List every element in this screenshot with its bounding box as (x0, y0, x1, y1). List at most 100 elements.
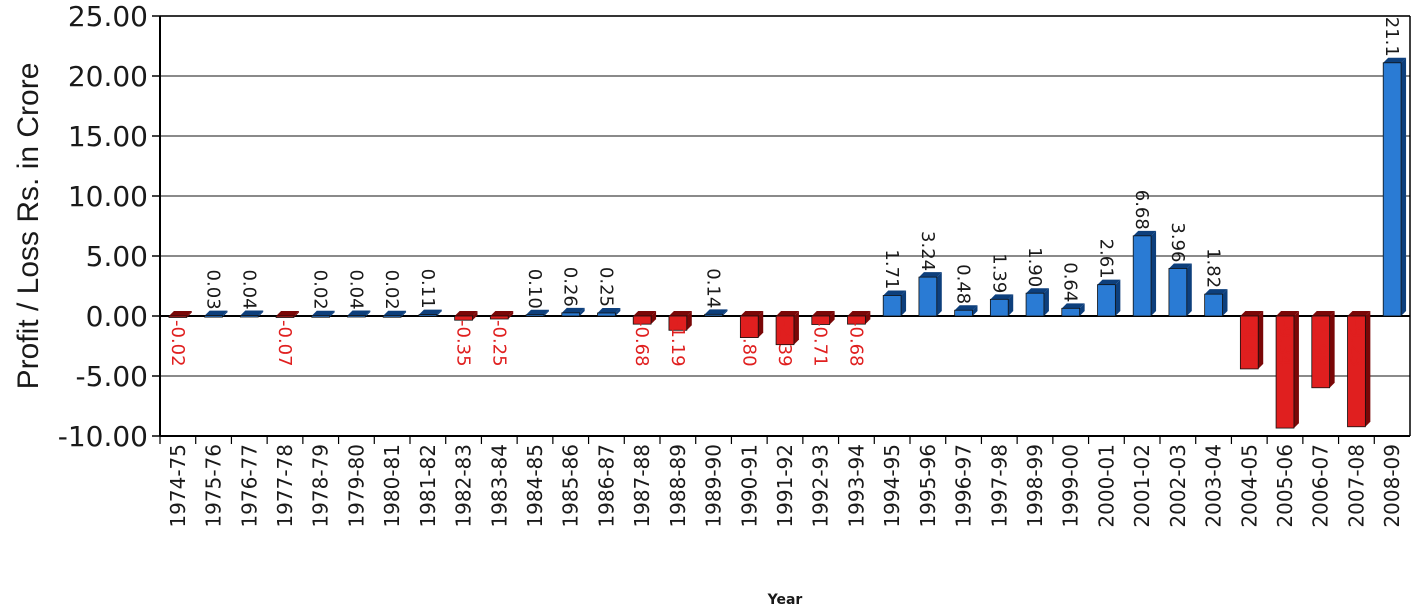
data-label: -1.80 (738, 320, 759, 367)
y-tick-labels: -10.00 -5.00 0.00 5.00 10.00 15.00 20.00 25.00 (58, 0, 148, 453)
x-tick-label: 1983-84 (487, 444, 511, 528)
bar-side (329, 310, 335, 318)
bar-side (579, 307, 585, 316)
bar-top (311, 310, 335, 316)
bar-top (1204, 289, 1228, 295)
x-tick-label: 2004-05 (1237, 444, 1261, 528)
bar-side (901, 290, 907, 316)
data-label: 1.39 (988, 253, 1009, 293)
x-tick-label: 2008-09 (1380, 444, 1404, 528)
data-label: 0.26 (560, 267, 581, 307)
y-tick-label: -10.00 (58, 420, 148, 453)
data-label: -9.34 (1274, 320, 1295, 367)
bar-top (597, 308, 621, 313)
bar-top (633, 311, 657, 316)
data-label: 0.64 (1060, 262, 1081, 302)
bar (1097, 284, 1116, 317)
x-tick-label: 1988-89 (666, 444, 690, 528)
bar (847, 315, 866, 325)
data-label: 1.82 (1203, 248, 1224, 288)
y-axis-label: Profit / Loss Rs. in Crore (12, 63, 45, 390)
bar (1061, 307, 1081, 317)
bar-side (1151, 230, 1157, 316)
x-tick-label: 1977-78 (273, 444, 297, 528)
x-tick-label: 1982-83 (452, 444, 476, 528)
data-label: 0.25 (595, 267, 616, 307)
data-label: -0.68 (631, 320, 652, 367)
bar (989, 298, 1009, 317)
bar-top (490, 311, 514, 316)
bar (775, 315, 795, 346)
x-tick-label: 2007-08 (1344, 444, 1368, 528)
x-tick-label: 1986-87 (594, 444, 618, 528)
bar-side (1043, 288, 1049, 316)
bar-side (686, 311, 692, 331)
x-tick-label: 1999-00 (1059, 444, 1083, 528)
bar (668, 315, 688, 331)
bar-side (1115, 279, 1121, 316)
bar (1204, 293, 1223, 317)
bar-side (1329, 311, 1335, 388)
bar (704, 313, 723, 317)
bar-top (240, 310, 264, 316)
bar-side (829, 311, 835, 325)
bar-side (186, 311, 192, 318)
bar-top (276, 311, 299, 316)
y-tick-label: 10.00 (68, 180, 148, 213)
data-label: 1.90 (1024, 247, 1045, 287)
bar (739, 315, 759, 339)
bar (525, 314, 545, 317)
bar-side (722, 309, 728, 316)
bar-side (793, 311, 799, 345)
y-tick-label: 0.00 (86, 300, 148, 333)
y-tick-label: 15.00 (68, 120, 148, 153)
x-tick-label: 1974-75 (166, 444, 190, 528)
data-label: 0.11 (417, 269, 438, 309)
bar-top (561, 307, 585, 313)
x-tick-label: 1980-81 (380, 444, 404, 528)
bar-side (758, 311, 764, 338)
x-tick-label: 1995-96 (916, 444, 940, 528)
x-tick-label: 1994-95 (880, 444, 904, 528)
bar (811, 315, 831, 325)
x-tick-label: 1985-86 (559, 444, 583, 528)
bar-top (1383, 57, 1407, 63)
data-label: 3.96 (1167, 222, 1188, 262)
x-tick-label: 2001-02 (1130, 444, 1154, 528)
data-label: 3.24 (917, 231, 938, 271)
data-label: -0.07 (274, 320, 295, 367)
x-tick-label: 1992-93 (809, 444, 833, 528)
x-tick-label: 1989-90 (702, 444, 726, 528)
bar (204, 315, 223, 318)
bar-top (1311, 311, 1335, 316)
x-tick-labels: 1974-75 1975-76 1976-77 1977-78 1978-79 1979-… (166, 444, 1404, 528)
data-label: -2.39 (774, 320, 795, 367)
bar-side (401, 310, 407, 318)
x-tick-label: 1996-97 (952, 444, 976, 528)
data-label: 0.14 (703, 268, 724, 308)
bar (1347, 315, 1366, 428)
bar-top (204, 310, 228, 316)
bars (168, 57, 1407, 429)
y-tick-label: -5.00 (76, 360, 148, 393)
bar (1025, 292, 1045, 317)
bar (311, 315, 331, 318)
bar-top (1347, 311, 1371, 316)
x-tick-label: 1979-80 (344, 444, 368, 528)
bar-top (668, 311, 692, 316)
x-axis-label: Year (767, 592, 803, 608)
x-tick-label: 2002-03 (1166, 444, 1190, 528)
y-tick-label: 25.00 (68, 0, 148, 33)
bar-top (883, 290, 907, 296)
data-label: -4.41 (1238, 320, 1259, 367)
bar-side (222, 310, 228, 318)
data-label: -0.71 (810, 320, 831, 367)
bar-top (740, 311, 764, 316)
bar-top (811, 311, 835, 316)
data-label: 0.10 (524, 269, 545, 309)
y-tick-label: 20.00 (68, 60, 148, 93)
bar-side (472, 311, 478, 321)
bar-top (776, 311, 799, 316)
x-tick-label: 1997-98 (987, 444, 1011, 528)
bar-side (865, 311, 871, 325)
